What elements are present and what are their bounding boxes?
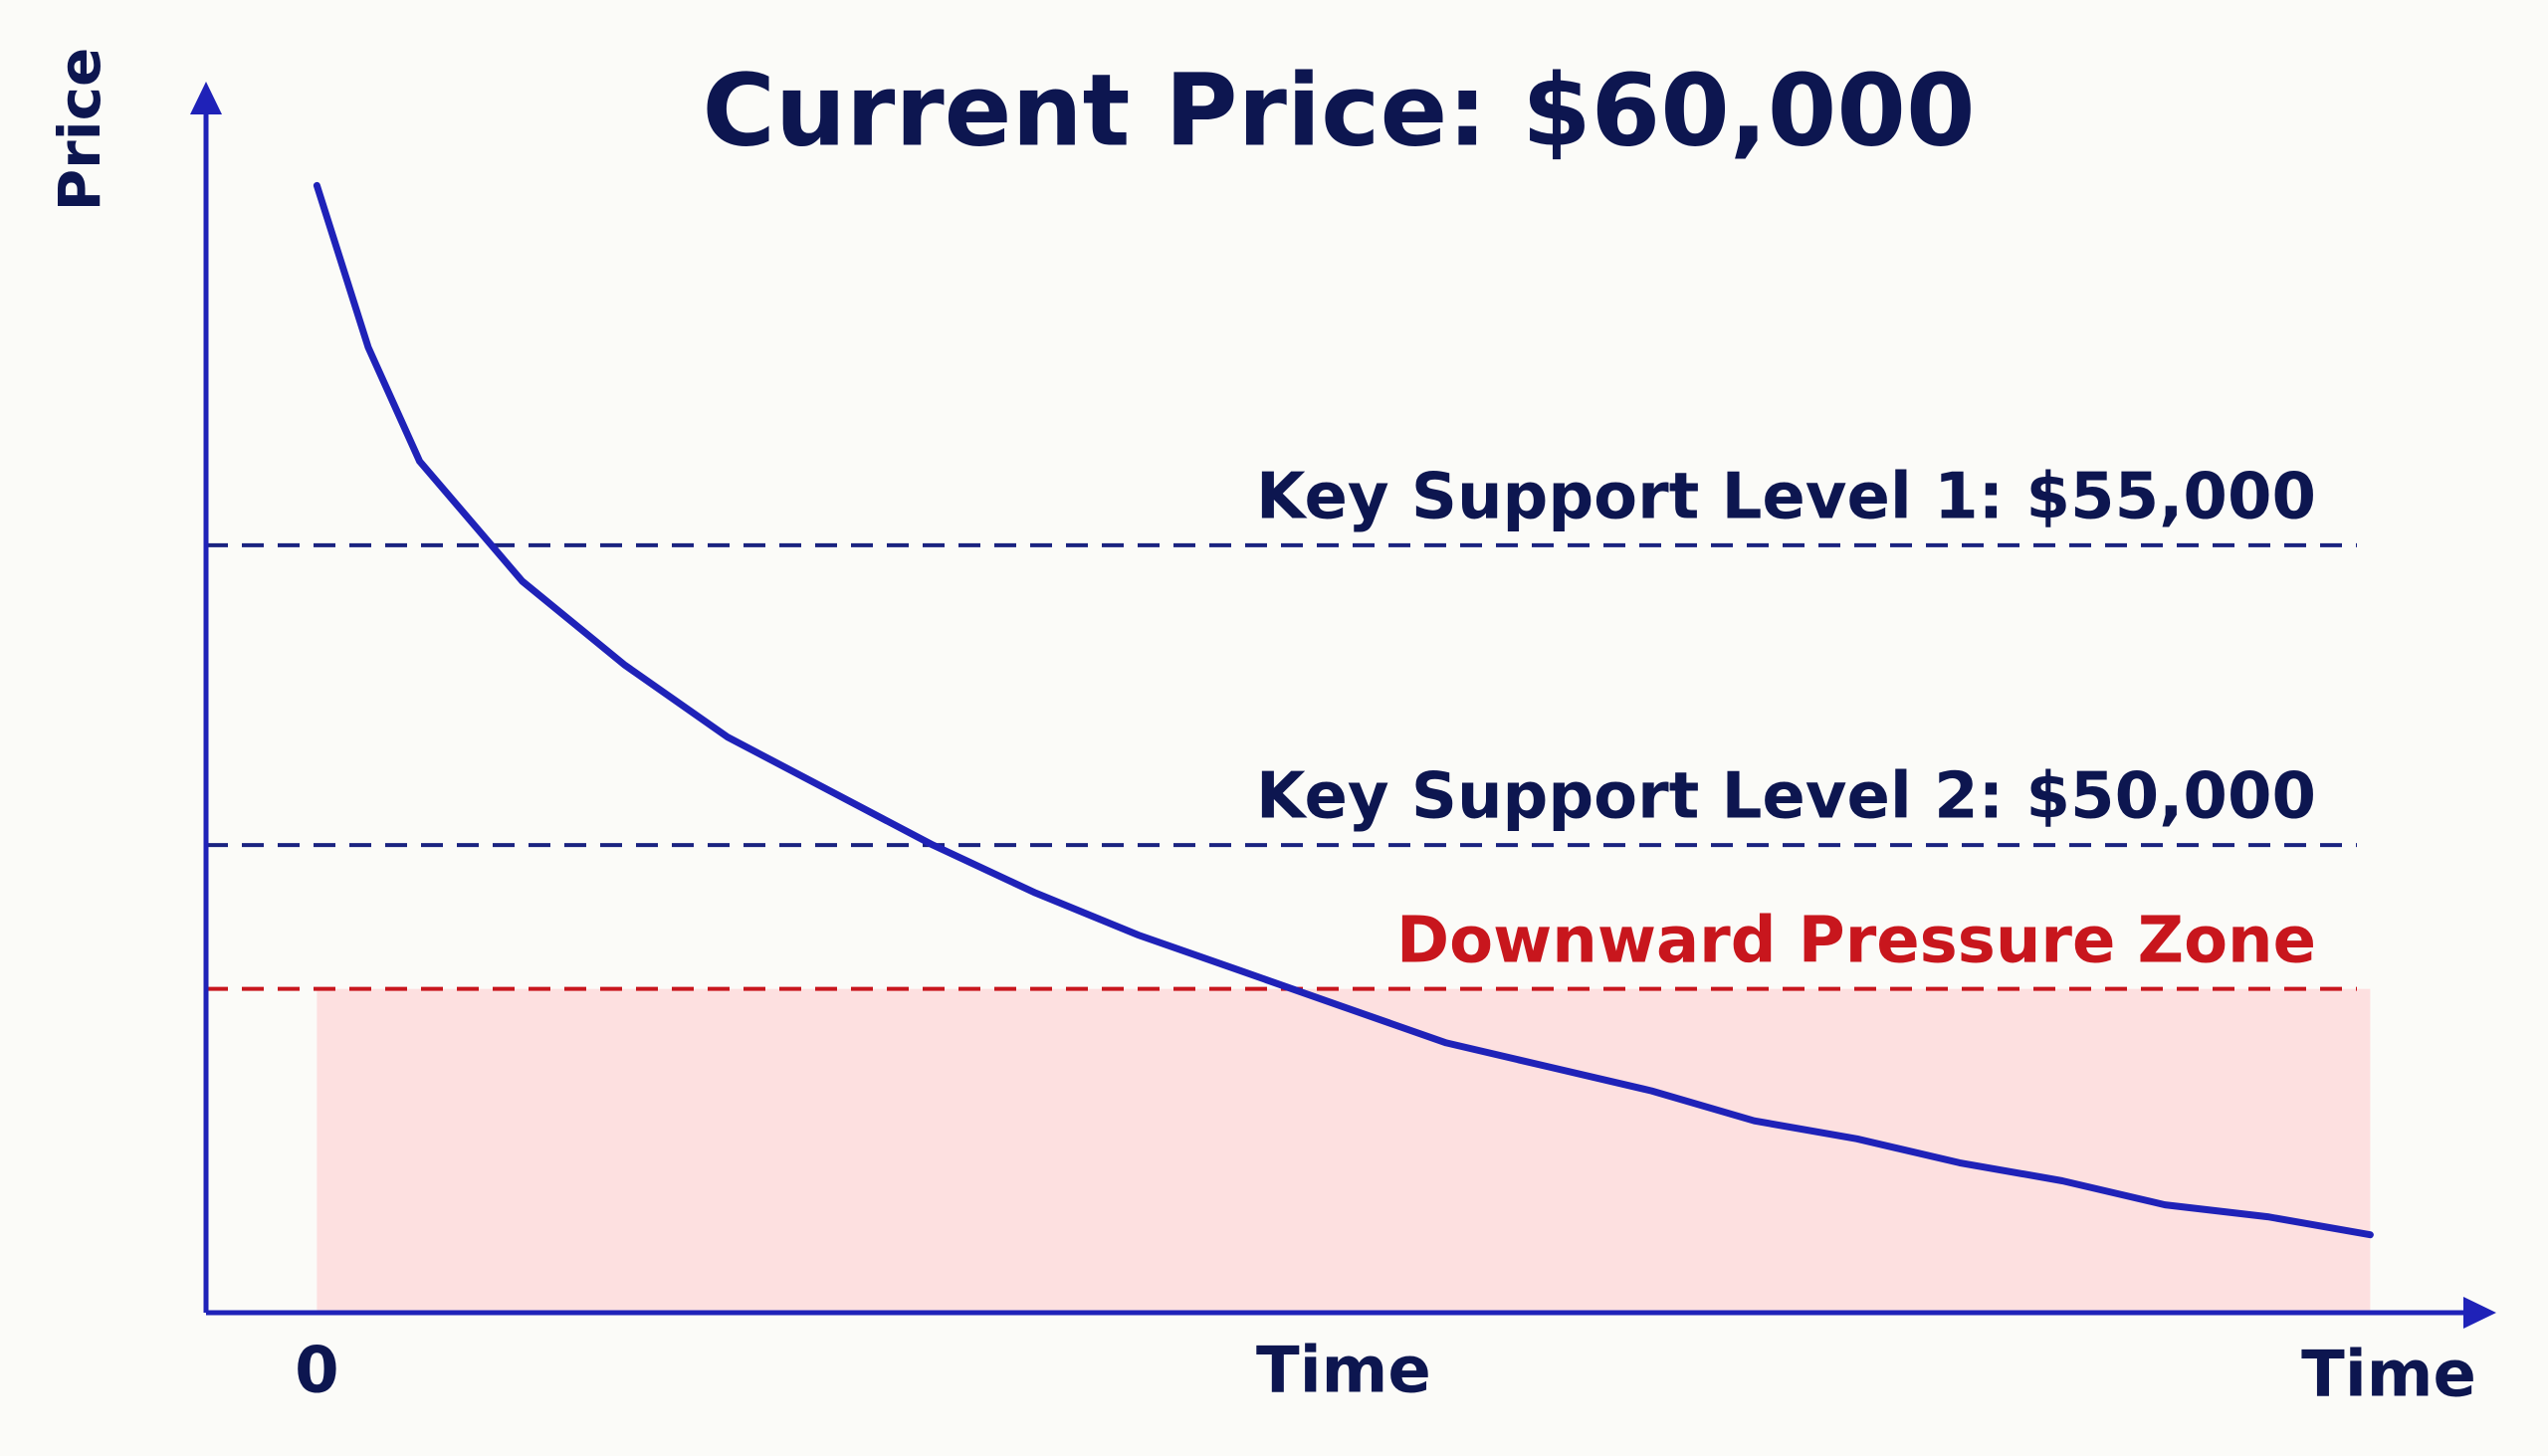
x-axis-label: Time xyxy=(2301,1339,2476,1412)
pressure-zone xyxy=(317,988,2371,1313)
x-tick-label: Time xyxy=(1256,1335,1431,1408)
support-label: Key Support Level 1: $55,000 xyxy=(1256,460,2316,533)
y-axis-arrow xyxy=(190,82,222,114)
chart-title: Current Price: $60,000 xyxy=(702,52,1975,168)
y-axis-label: Price xyxy=(46,48,113,212)
x-tick-label: 0 xyxy=(295,1335,339,1408)
x-axis-arrow xyxy=(2463,1297,2496,1329)
support-label: Key Support Level 2: $50,000 xyxy=(1256,760,2316,834)
price-line xyxy=(313,181,2374,1239)
zone-label: Downward Pressure Zone xyxy=(1396,904,2316,977)
